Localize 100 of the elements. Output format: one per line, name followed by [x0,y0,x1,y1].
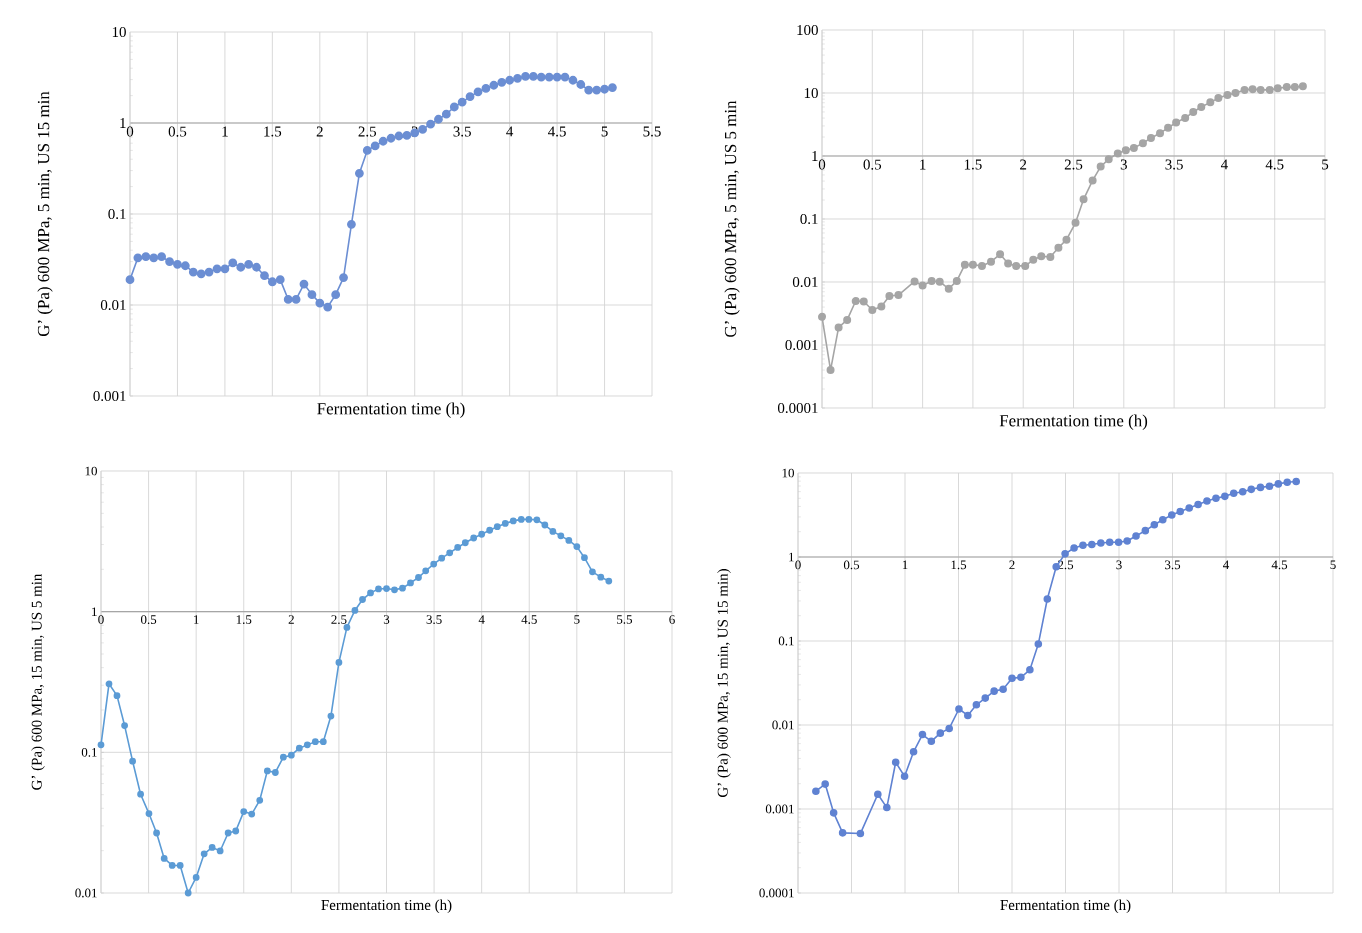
x-tick-label: 1 [222,126,228,137]
point [1008,674,1016,683]
y-tick-label: 0.0001 [759,888,794,898]
point [1121,146,1130,155]
x-tick-label: 1.5 [264,126,282,137]
point [1138,139,1147,148]
x-tick-label: 4 [1220,159,1228,170]
x-tick-label: 3.5 [453,126,471,137]
point [812,787,820,795]
x-tick-label: 3 [1116,560,1122,570]
point [910,277,919,286]
point [826,366,835,375]
point [1247,485,1256,494]
x-tick-label: 3.5 [1165,560,1181,570]
point [868,305,877,314]
point [885,291,894,300]
point [1070,544,1078,552]
x-tick-label: 1.5 [951,560,967,570]
point [891,758,900,767]
y-tick-label: 0.01 [100,299,126,311]
point [990,687,998,695]
x-tick-label: 0.5 [843,560,860,570]
point [900,772,909,781]
x-tick-label: 0 [818,159,826,170]
point [1290,83,1299,92]
point [1229,489,1238,498]
point [838,829,847,837]
y-tick-label: 0.1 [108,208,126,220]
point [1105,538,1114,547]
point [1164,123,1173,132]
point [1223,90,1232,99]
point [1185,504,1193,512]
x-tick-label: 0.5 [863,159,882,170]
y-tick-label: 10 [112,26,126,38]
point [964,711,972,720]
x-tick-label: 2.5 [358,126,377,137]
y-tick-label: 0.1 [800,213,818,225]
point [856,829,865,838]
x-tick-label: 5.5 [617,615,633,624]
point [1150,520,1159,529]
y-tick-label: 0.001 [93,390,126,402]
point [1176,507,1185,516]
point [1181,114,1190,123]
y-tick-label: 0.1 [778,636,794,646]
x-tick-label: 5 [1322,159,1329,170]
point [1248,85,1257,94]
point [981,694,990,702]
point [1034,640,1043,648]
point [909,747,918,756]
x-tick-label: 4 [478,615,485,624]
x-axis-title: Fermentation time (h) [1000,899,1131,914]
x-tick-label: 5 [601,126,608,137]
point [1062,235,1071,244]
y-tick-label: 1 [120,118,126,128]
x-tick-label: 2 [1009,560,1015,570]
y-tick-label: 0.01 [772,720,794,730]
x-axis-title: Fermentation time (h) [321,899,452,914]
point [1212,494,1220,503]
point [1265,85,1274,94]
x-tick-label: 0.5 [140,615,157,624]
y-tick-label: 0.0001 [777,402,818,414]
x-tick-label: 3.5 [1165,159,1183,170]
x-tick-label: 4.5 [521,615,537,624]
x-tick-label: 2 [316,126,323,137]
point [1088,176,1097,185]
point [960,260,969,269]
point [1156,129,1165,138]
x-tick-label: 1.5 [964,159,982,170]
x-tick-label: 2 [288,615,294,624]
y-tick-label: 100 [797,24,818,36]
point [1012,261,1021,270]
point [945,724,953,733]
point [1029,255,1038,264]
point [996,250,1005,259]
point [1283,478,1292,487]
point [1129,143,1138,152]
point [1017,673,1025,682]
point [1104,155,1113,164]
point [1221,492,1229,501]
point [1273,84,1282,93]
y-tick-label: 0.001 [785,339,818,351]
point [1113,149,1122,158]
point [874,790,882,799]
point [1256,85,1265,94]
y-tick-label: 0.01 [75,888,97,898]
x-tick-label: 3 [1120,159,1127,170]
point [1240,85,1249,94]
point [968,260,977,269]
x-tick-label: 3 [383,615,390,624]
y-axis-title: G’ (Pa) 600 MPa, 15 min, US 15 min) [717,569,731,797]
point [818,312,827,321]
point [1189,107,1198,116]
point [843,315,852,324]
point [952,276,961,285]
point [1021,261,1030,270]
x-tick-label: 0 [98,615,104,624]
x-tick-label: 2.5 [331,615,347,624]
point [918,281,927,290]
point [936,729,945,737]
point [1054,243,1063,252]
